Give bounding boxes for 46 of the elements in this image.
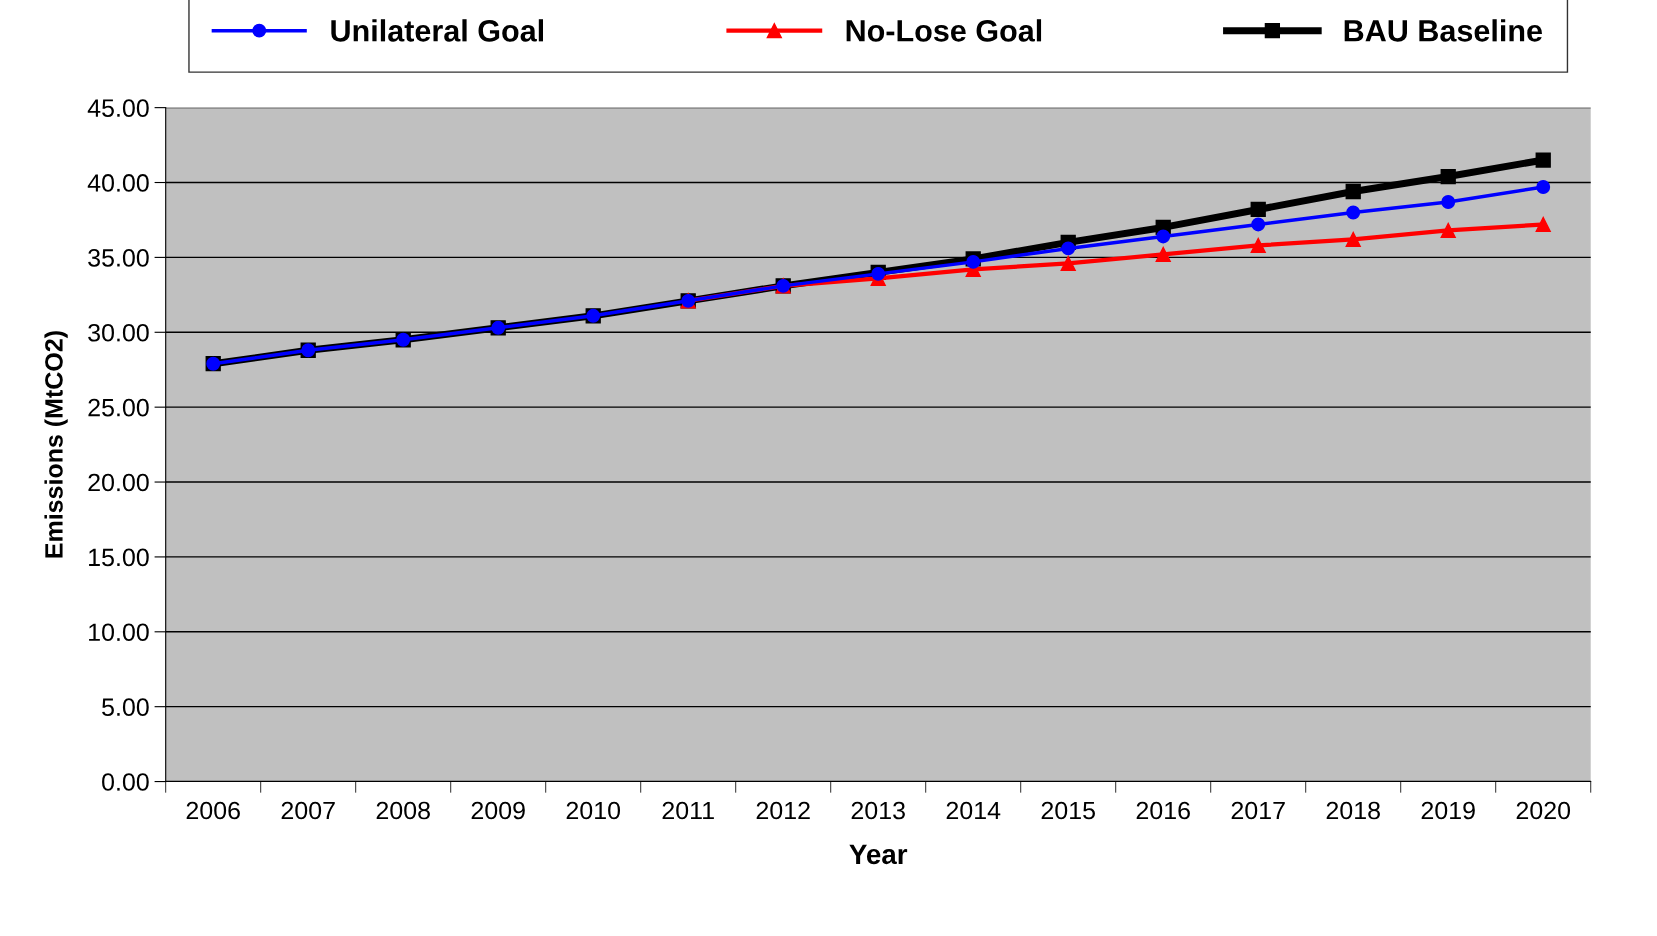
x-tick-label: 2015 xyxy=(1041,801,1095,820)
y-tick-label: 15.00 xyxy=(89,548,149,567)
y-tick-label: 30.00 xyxy=(88,323,149,342)
y-tick-label: 0.00 xyxy=(102,773,149,791)
x-tick-label: 2018 xyxy=(1326,801,1380,820)
point xyxy=(1346,205,1361,220)
point xyxy=(1250,201,1266,218)
y-tick-label: 35.00 xyxy=(88,249,149,267)
point xyxy=(1250,237,1266,254)
point xyxy=(1155,246,1171,263)
point xyxy=(1345,183,1361,200)
x-tick-label: 2011 xyxy=(662,801,714,820)
x-tick-label: 2014 xyxy=(946,801,1001,820)
point xyxy=(1061,241,1076,256)
x-tick-label: 2008 xyxy=(376,801,430,820)
x-tick-label: 2016 xyxy=(1136,801,1190,820)
point xyxy=(1535,152,1551,168)
point xyxy=(1535,216,1551,233)
x-tick-label: 2013 xyxy=(851,801,905,820)
point xyxy=(1536,180,1551,194)
y-tick-label: 25.00 xyxy=(88,398,149,417)
point xyxy=(1441,195,1456,209)
legend-label: Unilateral Goal xyxy=(331,19,543,42)
x-tick-label: 2020 xyxy=(1516,801,1571,820)
x-axis-title: Year xyxy=(849,844,908,865)
x-tick-label: 2006 xyxy=(186,801,240,820)
y-tick-label: 20.00 xyxy=(88,473,149,492)
y-tick-label: 40.00 xyxy=(87,174,149,192)
x-tick-label: 2007 xyxy=(281,801,335,820)
point xyxy=(1156,229,1171,244)
y-axis-title: Emissions (MtCO2) xyxy=(44,331,68,558)
x-tick-label: 2012 xyxy=(756,801,810,820)
x-tick-label: 2019 xyxy=(1421,801,1475,820)
x-tick-label: 2010 xyxy=(566,801,621,820)
point xyxy=(1345,231,1361,248)
x-tick-label: 2017 xyxy=(1231,801,1285,820)
legend-label: No-Lose Goal xyxy=(846,19,1042,42)
y-tick-label: 5.00 xyxy=(102,698,149,716)
y-tick-label: 10.00 xyxy=(89,623,149,642)
x-tick-label: 2009 xyxy=(471,801,525,820)
point xyxy=(1251,217,1266,232)
y-tick-label: 45.00 xyxy=(87,99,149,117)
legend-label: BAU Baseline xyxy=(1344,19,1542,42)
point xyxy=(1440,222,1456,239)
point xyxy=(1060,255,1076,272)
point xyxy=(1440,168,1456,185)
